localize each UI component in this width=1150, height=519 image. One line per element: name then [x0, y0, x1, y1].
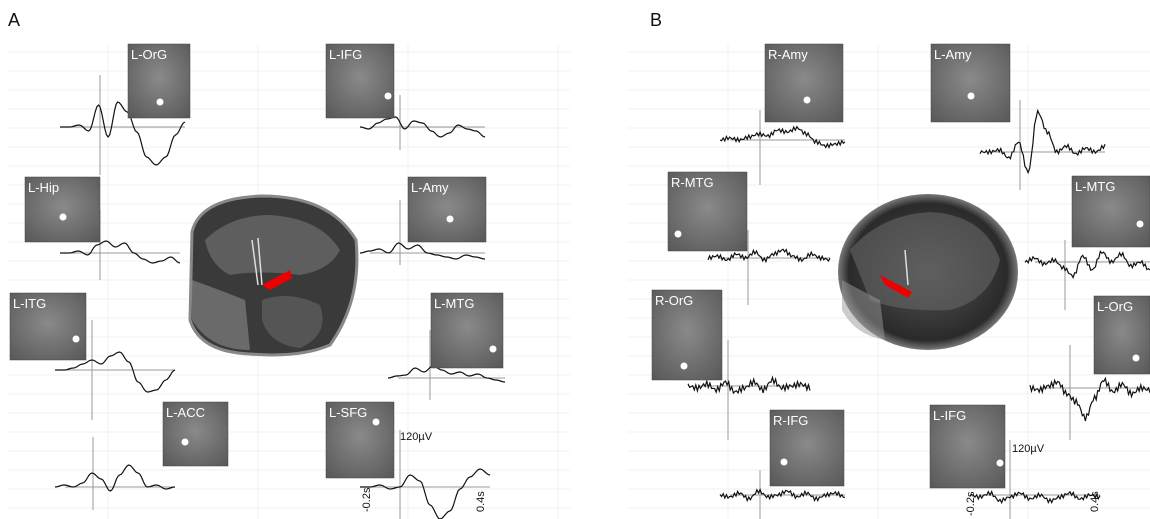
region-label: L-OrG: [131, 47, 167, 62]
regions: L-OrG L-IFG L-Hip L-Amy L-ITG L-MTG L-ACC L-SFG…: [9, 43, 1150, 519]
erp-trace: [359, 116, 486, 138]
region-label: L-Amy: [934, 47, 972, 62]
electrode-dot: [372, 418, 380, 426]
panel-label: A: [8, 10, 20, 30]
erp-trace: [54, 464, 176, 492]
erp-trace: [1029, 376, 1150, 422]
amplitude-scale: 120µV: [400, 431, 433, 443]
erp-trace: [979, 108, 1106, 175]
erp-trace: [969, 490, 1101, 505]
mri-thumbnail: [764, 43, 844, 123]
region-label: L-Hip: [28, 180, 59, 195]
erp-trace: [719, 125, 846, 150]
time-start: -0.2s: [965, 491, 977, 516]
mri-thumbnail: [430, 292, 504, 369]
erp-trace: [60, 240, 181, 264]
electrode-dot: [1132, 354, 1140, 362]
mri-thumbnail: [162, 401, 229, 467]
mri-thumbnail: [325, 401, 395, 479]
mri-thumbnail: [9, 292, 87, 361]
erp-trace: [387, 365, 506, 383]
time-start: -0.2s: [361, 487, 373, 512]
brain-image-b: [838, 194, 1018, 350]
mri-thumbnail: [769, 409, 845, 487]
region-label: L-ACC: [166, 405, 205, 420]
electrode-dot: [996, 459, 1004, 467]
region-label: L-IFG: [933, 408, 966, 423]
mri-thumbnail: [24, 176, 101, 243]
electrode-dot: [59, 213, 67, 221]
mri-thumbnail: [325, 43, 395, 119]
erp-trace: [687, 375, 811, 395]
electrode-dot: [72, 335, 80, 343]
brain-image-a: [188, 194, 359, 357]
region-label: L-SFG: [329, 405, 367, 420]
erp-trace: [1024, 250, 1150, 279]
electrode-dot: [156, 98, 164, 106]
region-label: L-OrG: [1097, 299, 1133, 314]
mri-thumbnail: [127, 43, 191, 119]
panel-label: B: [650, 10, 662, 30]
time-end: 0.4s: [1089, 491, 1101, 512]
region-label: R-Amy: [768, 47, 808, 62]
electrode-dot: [680, 362, 688, 370]
time-end: 0.4s: [475, 491, 487, 512]
erp-trace: [707, 248, 831, 264]
erp-trace: [55, 351, 176, 393]
mri-thumbnail: [667, 171, 748, 252]
erp-trace: [360, 468, 491, 519]
region-label: R-MTG: [671, 175, 714, 190]
amplitude-scale: 120µV: [1012, 443, 1045, 455]
erp-trace: [719, 487, 845, 503]
region-label: L-IFG: [329, 47, 362, 62]
erp-trace: [359, 242, 486, 260]
region-label: L-MTG: [1075, 179, 1115, 194]
mri-thumbnail: [929, 404, 1006, 489]
region-label: L-MTG: [434, 296, 474, 311]
mri-thumbnail: [1071, 175, 1150, 248]
region-label: L-Amy: [411, 180, 449, 195]
mri-thumbnail: [1093, 295, 1150, 375]
electrode-dot: [181, 438, 189, 446]
erp-trace: [60, 101, 186, 166]
electrode-dot: [674, 230, 682, 238]
electrode-dot: [446, 215, 454, 223]
electrode-dot: [780, 458, 788, 466]
electrode-dot: [967, 92, 975, 100]
region-label: R-OrG: [655, 293, 693, 308]
electrode-dot: [1136, 220, 1144, 228]
mri-thumbnail: [930, 43, 1011, 123]
electrode-dot: [384, 92, 392, 100]
electrode-dot: [489, 345, 497, 353]
electrode-dot: [803, 96, 811, 104]
mri-thumbnail: [407, 176, 487, 243]
region-label: R-IFG: [773, 413, 808, 428]
region-label: L-ITG: [13, 296, 46, 311]
